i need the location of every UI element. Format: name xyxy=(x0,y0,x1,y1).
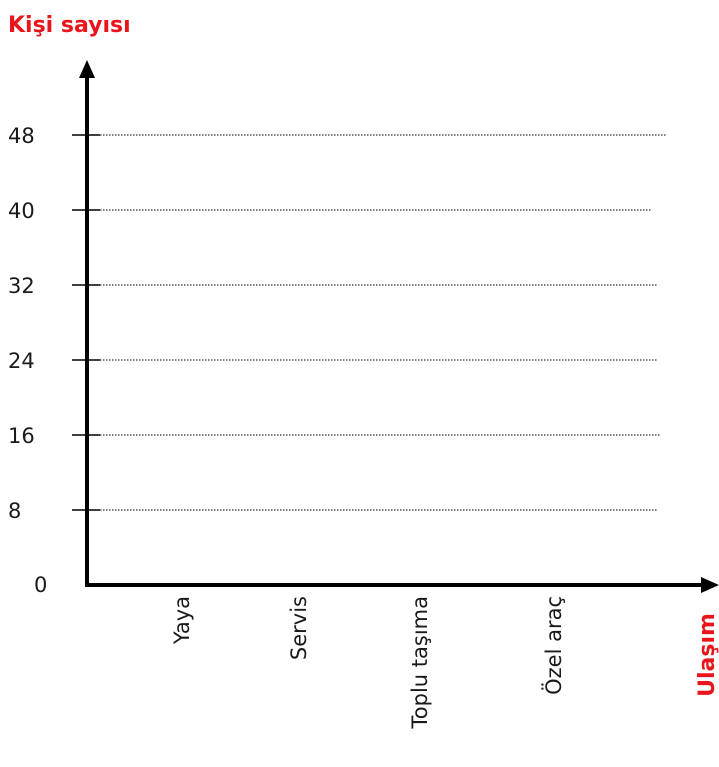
x-categories: Yaya Servis Toplu taşıma Özel araç xyxy=(170,596,566,729)
y-tick-label-8: 8 xyxy=(8,499,21,523)
x-axis-label: Ulaşım xyxy=(695,613,719,697)
category-label-4: Özel araç xyxy=(541,596,566,695)
y-axis-label: Kişi sayısı xyxy=(8,13,131,38)
y-tick-label-32: 32 xyxy=(8,274,35,298)
y-tick-label-40: 40 xyxy=(8,199,35,223)
y-ticks: 0 8 16 24 32 40 48 xyxy=(8,124,100,597)
axes xyxy=(79,60,719,593)
y-tick-label-48: 48 xyxy=(8,124,35,148)
y-tick-label-0: 0 xyxy=(34,573,47,597)
gridlines xyxy=(100,134,666,511)
category-label-2: Servis xyxy=(287,596,311,660)
category-label-1: Yaya xyxy=(170,596,194,645)
y-tick-label-16: 16 xyxy=(8,424,35,448)
y-tick-label-24: 24 xyxy=(8,349,35,373)
category-label-3: Toplu taşıma xyxy=(408,596,432,729)
x-axis-arrow xyxy=(701,577,719,593)
y-axis-arrow xyxy=(79,60,95,78)
